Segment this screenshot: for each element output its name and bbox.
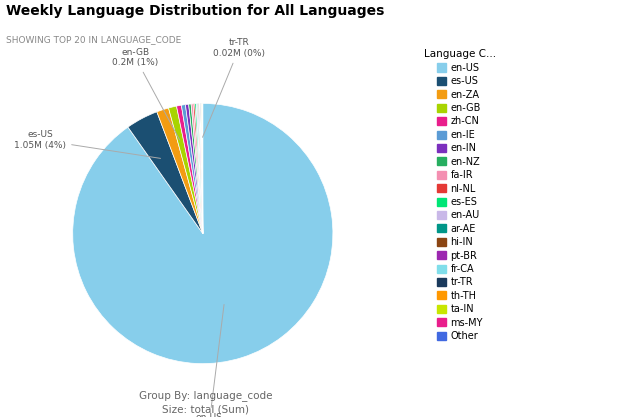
Text: SHOWING TOP 20 IN LANGUAGE_CODE: SHOWING TOP 20 IN LANGUAGE_CODE [6, 35, 182, 45]
Wedge shape [185, 104, 203, 234]
Wedge shape [193, 104, 203, 234]
Wedge shape [202, 103, 203, 234]
Wedge shape [182, 105, 203, 234]
Text: en-US
21.63M (90%): en-US 21.63M (90%) [178, 304, 241, 417]
Text: Size: total (Sum): Size: total (Sum) [162, 405, 250, 415]
Wedge shape [197, 103, 203, 234]
Wedge shape [128, 112, 203, 234]
Wedge shape [199, 103, 203, 234]
Wedge shape [198, 103, 203, 234]
Wedge shape [157, 108, 203, 234]
Text: en-GB
0.2M (1%): en-GB 0.2M (1%) [112, 48, 180, 140]
Wedge shape [191, 104, 203, 234]
Wedge shape [201, 103, 203, 234]
Text: tr-TR
0.02M (0%): tr-TR 0.02M (0%) [203, 38, 265, 137]
Wedge shape [168, 106, 203, 234]
Wedge shape [202, 103, 203, 234]
Wedge shape [177, 105, 203, 234]
Legend: en-US, es-US, en-ZA, en-GB, zh-CN, en-IE, en-IN, en-NZ, fa-IR, nl-NL, es-ES, en-: en-US, es-US, en-ZA, en-GB, zh-CN, en-IE… [421, 47, 499, 344]
Text: Group By: language_code: Group By: language_code [139, 390, 273, 401]
Wedge shape [196, 103, 203, 234]
Text: Weekly Language Distribution for All Languages: Weekly Language Distribution for All Lan… [6, 4, 384, 18]
Text: es-US
1.05M (4%): es-US 1.05M (4%) [14, 130, 160, 158]
Wedge shape [73, 103, 333, 364]
Wedge shape [202, 103, 203, 234]
Wedge shape [195, 103, 203, 234]
Wedge shape [188, 104, 203, 234]
Wedge shape [200, 103, 203, 234]
